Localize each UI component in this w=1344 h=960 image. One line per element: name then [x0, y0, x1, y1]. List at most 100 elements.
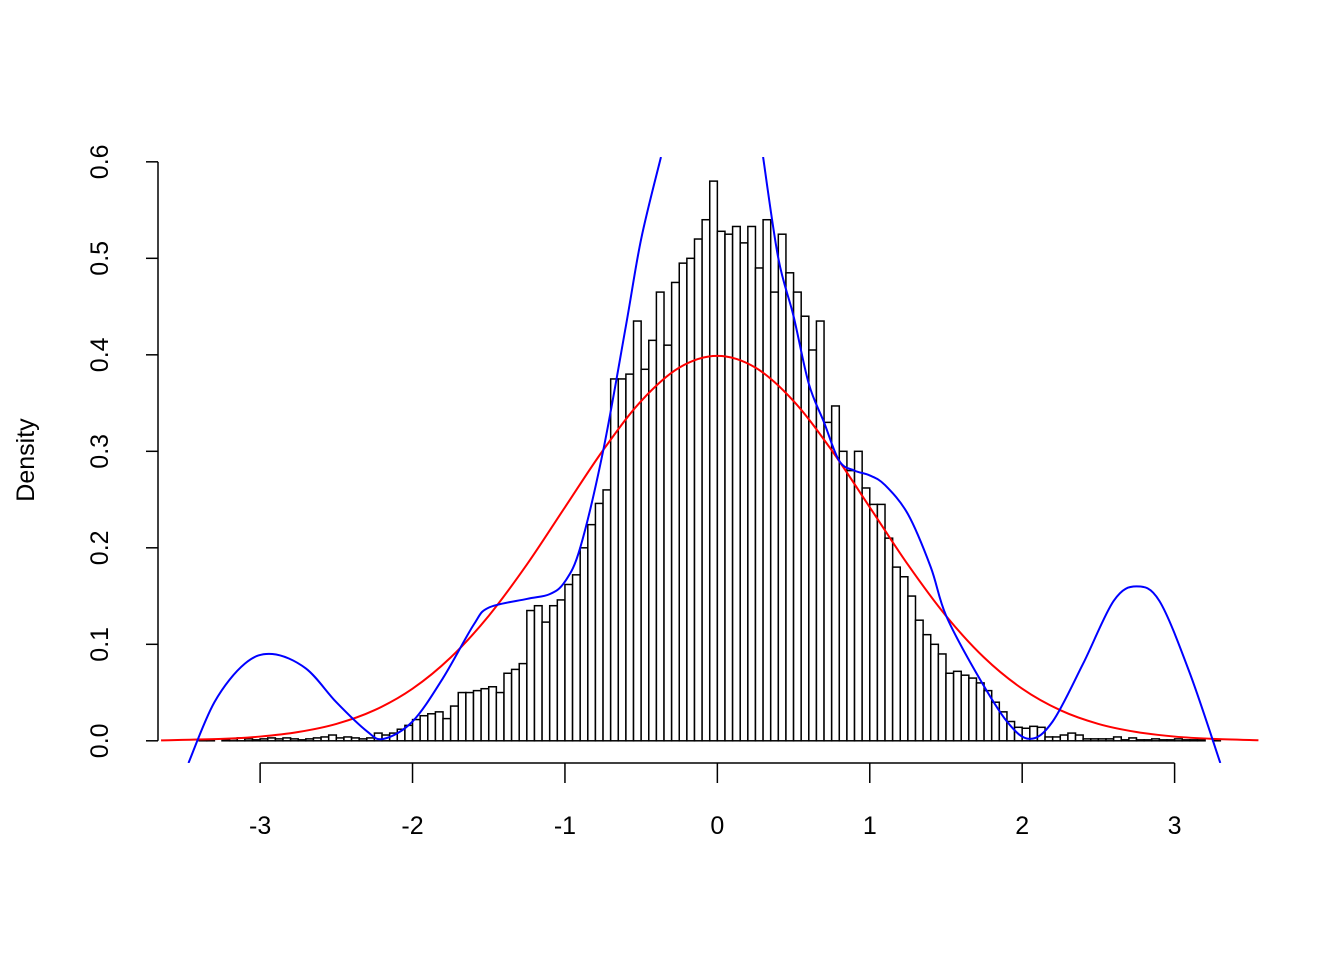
y-tick-label: 0.4: [86, 337, 114, 372]
bar: [929, 643, 940, 742]
bar: [846, 469, 856, 742]
bar: [487, 686, 498, 742]
bar: [975, 682, 985, 742]
bar: [945, 672, 955, 742]
bar: [587, 523, 597, 742]
bar: [480, 687, 490, 742]
bar: [960, 674, 970, 742]
bar: [457, 691, 467, 742]
bar: [1082, 738, 1092, 742]
bar: [1097, 738, 1107, 742]
bar: [548, 604, 559, 742]
bar: [541, 621, 551, 742]
x-tick-label: 0: [710, 812, 724, 840]
bar: [419, 714, 429, 742]
bar: [312, 737, 322, 742]
bar: [968, 677, 978, 742]
x-tick-label: -1: [554, 812, 576, 840]
bar: [274, 738, 284, 742]
bar: [335, 737, 345, 742]
bar: [1105, 738, 1115, 742]
bar: [663, 344, 673, 742]
bar: [594, 502, 604, 742]
x-tick-label: -2: [401, 812, 423, 840]
bar: [305, 738, 315, 742]
bar: [442, 717, 452, 742]
bar: [579, 547, 589, 742]
bar: [320, 736, 330, 742]
bar: [777, 233, 787, 742]
bar: [282, 737, 292, 742]
bar: [1067, 732, 1077, 742]
bar: [670, 281, 681, 742]
bar: [1135, 739, 1145, 742]
bar: [602, 489, 612, 742]
bar: [762, 218, 772, 742]
x-tick-label: 3: [1168, 812, 1182, 840]
bar: [625, 373, 635, 742]
bar: [861, 487, 871, 742]
y-tick-label: 0.0: [86, 723, 114, 758]
bar: [731, 225, 741, 742]
bar: [648, 339, 658, 742]
bar: [1196, 739, 1206, 742]
bar: [640, 368, 650, 742]
density-curve: [161, 354, 1259, 742]
bar: [1158, 739, 1168, 742]
bar: [655, 291, 665, 742]
bar: [617, 378, 627, 742]
bar: [1120, 739, 1130, 742]
bar: [1181, 739, 1191, 742]
density-curve: [187, 157, 1222, 763]
bar: [808, 349, 818, 742]
bar: [571, 574, 581, 742]
bar: [952, 670, 962, 742]
bar: [716, 230, 726, 742]
x-tick-label: -3: [249, 812, 271, 840]
bar: [556, 599, 566, 742]
bar: [350, 737, 360, 742]
bar: [869, 503, 879, 742]
curves: [161, 157, 1259, 763]
bar: [297, 739, 307, 742]
bar: [411, 718, 421, 742]
bar: [838, 450, 848, 742]
bar: [503, 672, 513, 742]
bar: [884, 537, 894, 742]
bar: [1150, 738, 1161, 742]
bar: [518, 662, 528, 742]
bar: [1143, 739, 1153, 742]
bar: [289, 738, 299, 742]
bar: [533, 604, 543, 742]
bar: [792, 291, 802, 742]
bar: [1128, 737, 1138, 742]
bar: [1189, 739, 1199, 742]
bar: [815, 320, 825, 742]
y-tick-label: 0.6: [86, 144, 114, 179]
bars: [198, 180, 1222, 742]
bar: [465, 691, 475, 742]
bar: [754, 267, 764, 742]
bar: [251, 739, 261, 742]
bar: [221, 739, 231, 742]
bar: [266, 737, 277, 742]
x-tick-label: 1: [863, 812, 877, 840]
bar: [876, 503, 886, 742]
bar: [1044, 736, 1054, 742]
bar: [785, 272, 795, 742]
bar: [495, 691, 505, 742]
bar: [1074, 734, 1084, 742]
bar: [526, 609, 536, 742]
bar: [1059, 734, 1069, 742]
y-tick-label: 0.3: [86, 434, 114, 469]
bar: [686, 257, 696, 742]
y-tick-label: 0.2: [86, 530, 114, 565]
bar: [510, 668, 520, 742]
y-axis-label: Density: [12, 418, 40, 502]
y-tick-label: 0.5: [86, 241, 114, 276]
bar: [327, 734, 338, 742]
bar: [244, 738, 254, 742]
bar: [343, 736, 353, 742]
